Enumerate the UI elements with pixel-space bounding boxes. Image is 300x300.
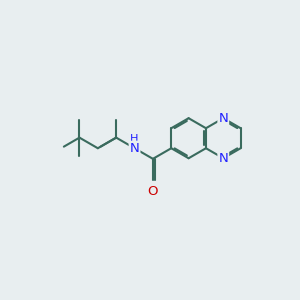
Text: H: H xyxy=(130,134,139,144)
Text: N: N xyxy=(218,152,228,165)
Text: N: N xyxy=(130,142,140,155)
Text: N: N xyxy=(218,112,228,125)
Text: O: O xyxy=(148,185,158,198)
